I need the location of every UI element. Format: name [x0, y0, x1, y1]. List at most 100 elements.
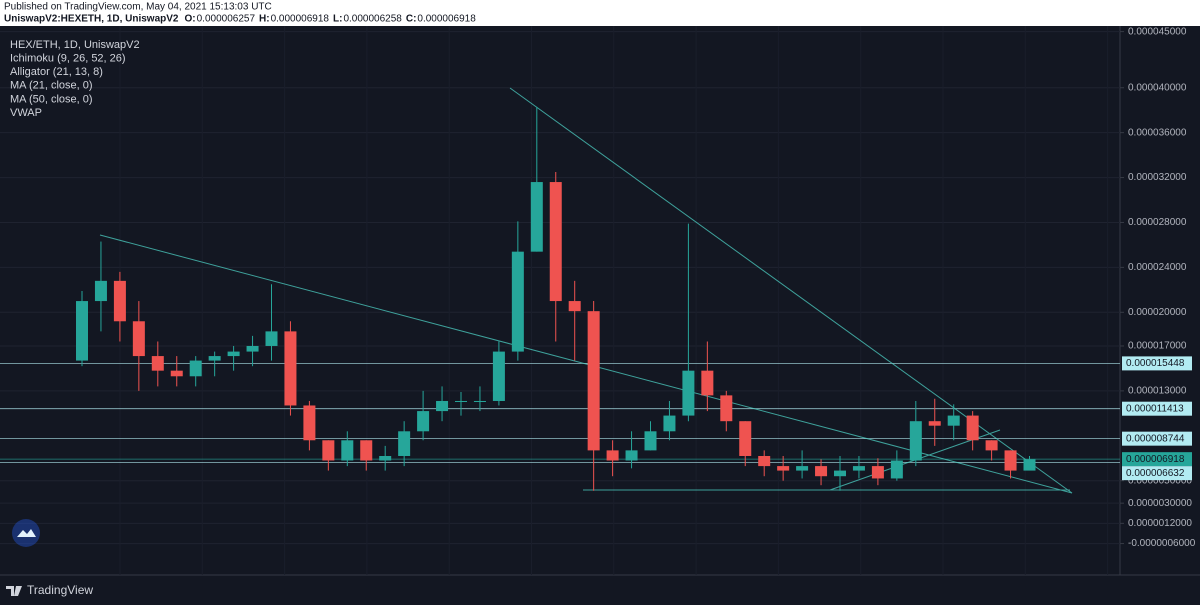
legend-entry: Alligator (21, 13, 8) — [10, 66, 103, 78]
candle-body — [417, 411, 430, 432]
ohlc-label: H: — [259, 14, 270, 25]
candles — [76, 106, 1036, 491]
y-tick-label: 0.000024000 — [1128, 262, 1187, 273]
ohlc-value: 0.000006257 — [197, 14, 256, 25]
y-tick-label: 0.000017000 — [1128, 341, 1187, 352]
candle-body — [890, 460, 903, 479]
ohlc-value: 0.000006918 — [271, 14, 330, 25]
legend-entry: Ichimoku (9, 26, 52, 26) — [10, 53, 126, 65]
price-badge — [1122, 431, 1192, 446]
candle-body — [985, 440, 998, 451]
candle-body — [492, 351, 505, 401]
y-tick-label: 0.000020000 — [1128, 307, 1187, 318]
candle-body — [170, 370, 183, 377]
candle-body — [909, 421, 922, 461]
ohlc-label: C: — [406, 14, 417, 25]
candle-body — [322, 440, 335, 461]
candle-body — [834, 470, 846, 477]
y-tick-label: 0.0000030000 — [1128, 498, 1192, 509]
brand-icon — [6, 586, 22, 596]
candle-body — [473, 400, 486, 402]
candle-body — [132, 321, 145, 357]
candle-body — [739, 421, 752, 456]
candle-body — [455, 400, 467, 402]
candle-body — [871, 466, 884, 479]
price-badge — [1122, 466, 1192, 481]
candle-body — [966, 415, 979, 441]
candle-body — [852, 466, 865, 471]
candle-body — [189, 360, 202, 377]
candle-body — [947, 415, 960, 426]
price-badge — [1122, 401, 1192, 416]
published-note: Published on TradingView.com, May 04, 20… — [4, 2, 272, 13]
y-tick-label: 0.000032000 — [1128, 172, 1187, 183]
candle-body — [663, 415, 676, 432]
legend-entry: VWAP — [10, 107, 42, 119]
candle-body — [341, 440, 354, 461]
candle-body — [928, 421, 941, 426]
candle-body — [644, 431, 657, 451]
candle-body — [94, 280, 107, 302]
legend-entry: HEX/ETH, 1D, UniswapV2 — [10, 39, 140, 51]
candle-body — [720, 395, 733, 422]
y-tick-label: 0.0000050000 — [1128, 475, 1192, 486]
logo-icon — [17, 529, 36, 537]
candle-body — [625, 450, 638, 461]
y-tick-label: 0.000013000 — [1128, 386, 1187, 397]
ohlc-readout: O: 0.000006257 H: 0.000006918 L: 0.000006258 C… — [185, 14, 477, 25]
candle-body — [511, 251, 524, 352]
ohlc-value: 0.000006258 — [343, 14, 402, 25]
candle-body — [758, 455, 771, 467]
y-tick-label: 0.000045000 — [1128, 26, 1187, 37]
candle-body — [265, 331, 278, 346]
candle-body — [815, 466, 828, 477]
brand: TradingView — [27, 583, 93, 597]
price-badge — [1122, 356, 1192, 371]
footer-bar — [0, 576, 1200, 605]
grid — [0, 26, 1120, 575]
y-tick-label: 0.000040000 — [1128, 82, 1187, 93]
candle-body — [113, 280, 126, 322]
price-badge-label: 0.000011413 — [1126, 403, 1184, 414]
legend-entry: MA (50, close, 0) — [10, 93, 93, 105]
symbol: UniswapV2:HEXETH, 1D, UniswapV2 — [4, 14, 179, 25]
price-badge — [1122, 452, 1192, 467]
y-tick-label: 0.0000012000 — [1128, 518, 1192, 529]
ohlc-label: L: — [333, 14, 342, 25]
ohlc-label: O: — [185, 14, 196, 25]
candle-body — [682, 370, 695, 416]
price-badge-label: 0.000015448 — [1126, 358, 1185, 369]
candle-body — [530, 182, 543, 252]
candle-body — [227, 351, 240, 357]
candle-body — [208, 356, 221, 361]
price-badge-label: 0.000006632 — [1126, 468, 1185, 479]
candle-body — [777, 466, 790, 471]
legend-entry: MA (21, close, 0) — [10, 80, 93, 92]
candle-body — [549, 182, 562, 302]
candle-body — [398, 431, 411, 456]
y-tick-label: -0.0000006000 — [1128, 538, 1196, 549]
candle-body — [1004, 450, 1017, 471]
y-tick-label: 0.000036000 — [1128, 127, 1187, 138]
header-bar — [0, 0, 1200, 26]
candle-body — [606, 450, 619, 461]
price-badge-label: 0.000006918 — [1126, 454, 1185, 465]
candle-body — [568, 301, 581, 312]
candle-body — [303, 405, 316, 441]
y-tick-label: 0.000028000 — [1128, 217, 1187, 228]
candle-body — [796, 466, 809, 471]
legend: HEX/ETH, 1D, UniswapV2 Ichimoku (9, 26, 5… — [10, 39, 140, 119]
candle-body — [701, 370, 714, 396]
price-badge-label: 0.000008744 — [1126, 433, 1185, 444]
candle-body — [76, 301, 88, 361]
candle-body — [284, 331, 297, 406]
candle-body — [436, 400, 449, 412]
candle-body — [151, 356, 164, 371]
ohlc-value: 0.000006918 — [417, 14, 476, 25]
candle-body — [246, 345, 259, 352]
candle-body — [587, 311, 600, 451]
candle-body — [360, 440, 373, 461]
candle-body — [1023, 459, 1036, 471]
